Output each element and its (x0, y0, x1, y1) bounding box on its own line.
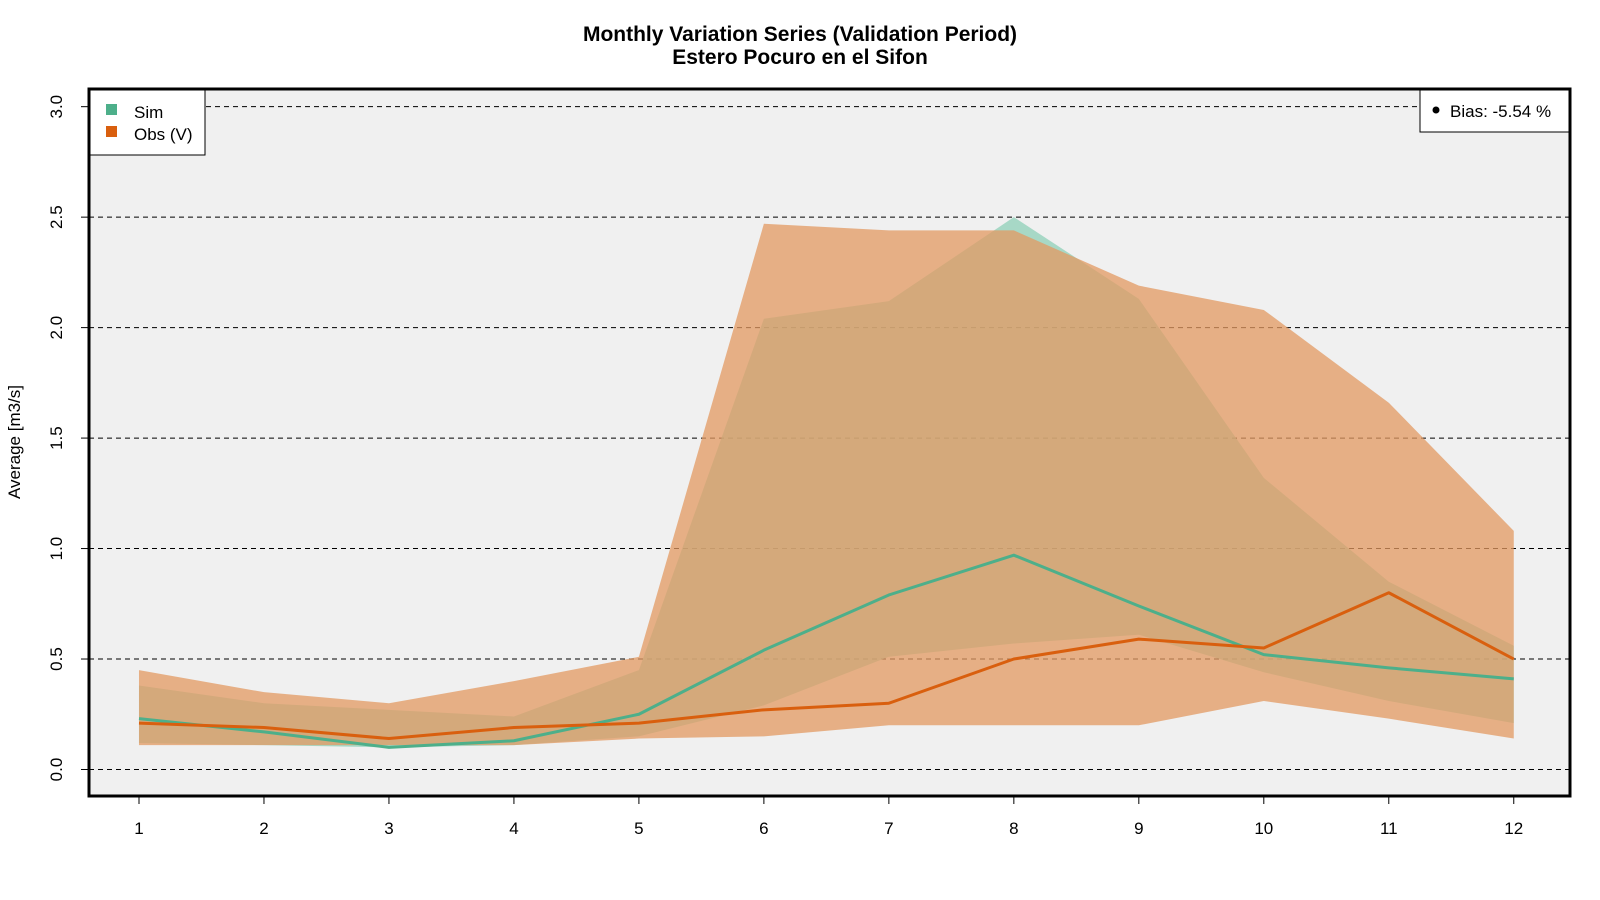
y-axis-label: Average [m3/s] (5, 385, 24, 499)
band-obs-v (138, 223, 1514, 746)
x-tick-label-2: 3 (384, 819, 393, 838)
bias-text: Bias: -5.54 % (1450, 102, 1551, 121)
y-tick-label-3: 1.5 (47, 426, 66, 450)
x-tick-label-3: 4 (509, 819, 518, 838)
y-tick-label-5: 2.5 (47, 205, 66, 229)
legend-swatch-obs (106, 126, 117, 137)
series-lines (138, 553, 1515, 749)
x-tick-label-11: 12 (1504, 819, 1523, 838)
legend: Sim Obs (V) (89, 89, 206, 156)
bias-bullet-icon (1432, 106, 1440, 114)
y-tick-label-0: 0.0 (47, 758, 66, 782)
x-tick-label-10: 11 (1380, 819, 1398, 838)
y-axis: 0.0 0.5 1.0 1.5 2.0 2.5 3.0 (47, 95, 89, 781)
x-tick-label-4: 5 (634, 819, 643, 838)
x-tick-label-8: 9 (1134, 819, 1143, 838)
x-tick-label-6: 7 (884, 819, 893, 838)
plot-frame (87, 87, 1572, 798)
y-tick-label-4: 2.0 (47, 316, 66, 340)
line-obs-v (138, 591, 1515, 741)
x-tick-label-0: 1 (134, 819, 143, 838)
legend-label-obs: Obs (V) (134, 125, 193, 144)
legend-label-sim: Sim (134, 103, 163, 122)
chart-subtitle: Estero Pocuro en el Sifon (672, 46, 928, 69)
x-tick-label-5: 6 (759, 819, 768, 838)
y-tick-label-1: 0.5 (47, 647, 66, 671)
x-axis: 1 2 3 4 5 6 7 8 9 10 11 12 (134, 796, 1523, 838)
x-tick-label-7: 8 (1009, 819, 1018, 838)
y-tick-label-2: 1.0 (47, 537, 66, 561)
bias-annotation: Bias: -5.54 % (1419, 89, 1570, 133)
legend-swatch-sim (106, 104, 117, 115)
series-bands (138, 217, 1514, 748)
line-sim (138, 553, 1514, 749)
x-tick-label-9: 10 (1254, 819, 1273, 838)
y-tick-label-6: 3.0 (47, 95, 66, 119)
x-tick-label-1: 2 (259, 819, 268, 838)
chart-title: Monthly Variation Series (Validation Per… (582, 23, 1018, 46)
legend-box (89, 89, 206, 156)
bias-box (1419, 89, 1570, 133)
